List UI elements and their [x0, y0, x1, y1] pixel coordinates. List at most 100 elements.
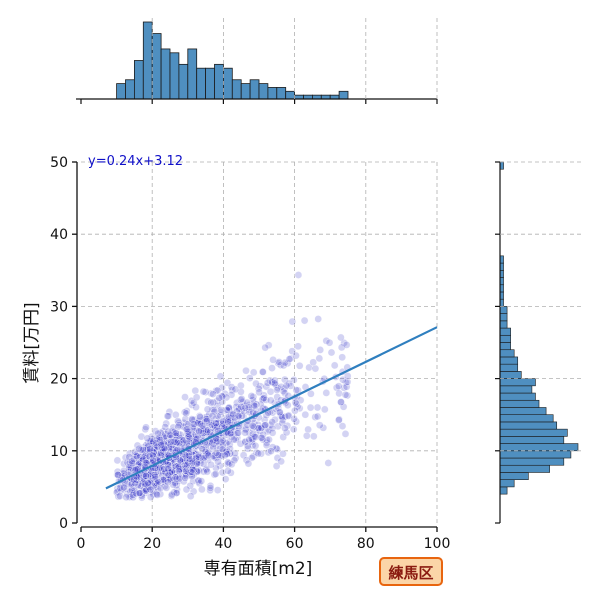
scatter-point: [330, 361, 339, 370]
x-hist-bar: [222, 67, 233, 100]
x-hist-bar: [214, 63, 224, 100]
scatter-point: [131, 447, 139, 456]
main-axes: 0 10 20 30 40 50 0 20 40 60 80 100: [50, 155, 450, 552]
scatter-point: [213, 437, 221, 446]
scatter-point: [254, 449, 263, 458]
x-hist-bar: [178, 63, 189, 100]
scatter-point: [183, 425, 191, 434]
y-hist-bar: [499, 327, 511, 336]
y-hist-bar: [499, 356, 519, 365]
scatter-point: [203, 426, 212, 435]
scatter-point: [203, 416, 211, 425]
scatter-point: [245, 374, 254, 382]
scatter-point: [288, 317, 297, 326]
scatter-point: [238, 398, 247, 406]
scatter-point: [142, 423, 150, 432]
scatter-point: [343, 378, 352, 386]
scatter-point: [198, 421, 207, 430]
scatter-point: [292, 351, 300, 360]
scatter-point: [341, 390, 350, 399]
scatter-point: [138, 493, 146, 502]
scatter-point: [125, 463, 134, 472]
scatter-point: [249, 422, 258, 431]
scatter-point: [234, 411, 243, 420]
scatter-point: [230, 430, 239, 438]
x-hist-bar: [338, 90, 349, 100]
scatter-point: [320, 405, 329, 414]
scatter-point: [242, 366, 250, 375]
scatter-point: [324, 459, 333, 467]
scatter-point: [209, 398, 218, 407]
y-hist-bar: [499, 414, 554, 423]
scatter-point: [134, 460, 143, 469]
scatter-point: [243, 442, 252, 450]
scatter-point: [185, 449, 193, 458]
scatter-point: [151, 427, 160, 435]
scatter-point: [146, 445, 154, 453]
y-hist-bar: [499, 407, 547, 416]
scatter-point: [194, 476, 203, 485]
scatter-point: [199, 387, 208, 396]
scatter-point: [172, 489, 181, 497]
scatter-point: [234, 428, 243, 437]
scatter-point: [157, 441, 166, 449]
scatter-point: [282, 428, 291, 437]
scatter-point: [203, 405, 212, 414]
scatter-point: [265, 435, 273, 444]
scatter-point: [315, 354, 324, 363]
y-hist-bar: [499, 349, 515, 358]
y-hist-bar: [499, 342, 511, 351]
scatter-point: [236, 396, 245, 404]
scatter-point: [268, 443, 277, 452]
scatter-point: [295, 361, 304, 370]
scatter-point: [257, 449, 265, 458]
x-hist-bar: [142, 21, 153, 100]
scatter-point: [305, 363, 313, 372]
scatter-point: [196, 413, 204, 421]
scatter-point: [245, 403, 254, 412]
x-tick-label: 20: [143, 536, 161, 552]
scatter-point: [257, 423, 266, 432]
regression-equation: y=0.24x+3.12: [88, 154, 183, 169]
scatter-point: [226, 429, 235, 438]
scatter-point: [224, 458, 232, 467]
scatter-point: [208, 412, 217, 420]
scatter-point: [266, 396, 275, 405]
y-hist-bar: [499, 486, 508, 495]
scatter-point: [268, 364, 276, 372]
y-hist-bar: [499, 399, 540, 408]
scatter-point: [231, 385, 240, 394]
scatter-point: [342, 382, 351, 391]
scatter-point: [227, 390, 236, 399]
scatter-point: [259, 394, 268, 403]
scatter-point: [236, 439, 245, 448]
y-tick-label: 40: [50, 227, 68, 243]
scatter-point: [237, 395, 246, 403]
scatter-point: [281, 424, 289, 433]
scatter-point: [306, 403, 315, 412]
scatter-point: [171, 410, 180, 419]
y-axis-title: 賃料[万円]: [22, 302, 42, 383]
scatter-point: [154, 429, 162, 438]
x-hist-bar: [267, 87, 278, 100]
scatter-point: [137, 446, 146, 454]
scatter-point: [175, 474, 184, 483]
scatter-point: [255, 388, 263, 397]
scatter-point: [202, 465, 211, 474]
scatter-point: [241, 437, 250, 446]
scatter-point: [139, 446, 148, 454]
scatter-point: [339, 375, 347, 384]
scatter-point: [171, 479, 180, 488]
scatter-point: [327, 348, 336, 357]
y-hist-bar: [499, 450, 572, 459]
scatter-point: [292, 417, 301, 426]
scatter-point: [182, 409, 190, 418]
scatter-point: [116, 484, 124, 492]
scatter-point: [273, 386, 281, 394]
scatter-point: [156, 464, 164, 472]
scatter-point: [275, 358, 283, 366]
x-hist-bar: [276, 87, 287, 100]
scatter-point: [169, 423, 177, 432]
scatter-point: [122, 493, 130, 502]
